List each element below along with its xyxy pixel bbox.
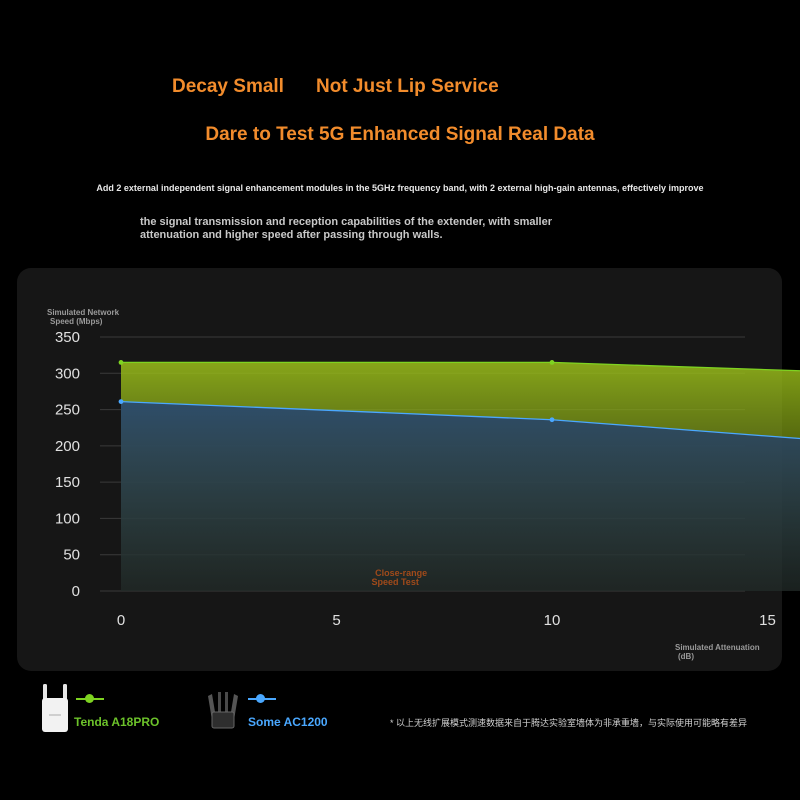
y-tick-label: 250 bbox=[55, 402, 80, 419]
data-point bbox=[118, 360, 124, 365]
y-tick-label: 300 bbox=[55, 365, 80, 382]
y-axis-title: Simulated Network Speed (Mbps) bbox=[47, 308, 120, 326]
x-axis-title: Simulated Attenuation (dB) bbox=[675, 643, 760, 661]
ac1200-device-image bbox=[204, 690, 242, 730]
tenda-a18pro-device-image bbox=[40, 684, 70, 732]
legend-dot-tenda bbox=[85, 694, 94, 703]
x-tick-label: 10 bbox=[544, 612, 561, 629]
zone-annotation: Close-range Speed Test bbox=[371, 568, 427, 587]
y-tick-label: 350 bbox=[55, 329, 80, 346]
y-tick-label: 150 bbox=[55, 474, 80, 491]
headline-part2: Not Just Lip Service bbox=[316, 76, 499, 97]
legend-label-ac1200: Some AC1200 bbox=[248, 715, 328, 729]
y-tick-label: 0 bbox=[72, 583, 80, 600]
series-area bbox=[121, 401, 800, 591]
x-tick-label: 15 bbox=[759, 612, 776, 629]
x-tick-label: 0 bbox=[117, 612, 125, 629]
y-tick-label: 200 bbox=[55, 438, 80, 455]
description-line1: Add 2 external independent signal enhanc… bbox=[96, 183, 704, 193]
legend-dot-ac1200 bbox=[256, 694, 265, 703]
data-point bbox=[549, 360, 555, 365]
data-point bbox=[549, 417, 555, 423]
legend-label-tenda: Tenda A18PRO bbox=[74, 715, 160, 729]
headline-part1: Decay Small bbox=[172, 76, 284, 97]
y-tick-label: 100 bbox=[55, 510, 80, 527]
data-point bbox=[118, 399, 124, 404]
x-tick-label: 5 bbox=[332, 612, 340, 629]
description-line2: the signal transmission and reception ca… bbox=[140, 216, 553, 241]
footnote: * 以上无线扩展模式测速数据来自于腾达实验室墙体为非承重墙，与实际使用可能略有差… bbox=[390, 718, 748, 728]
series-line bbox=[120, 400, 800, 440]
speed-chart: 0501001502002503003500510152025303540455… bbox=[47, 308, 800, 661]
series-line bbox=[121, 361, 800, 372]
y-tick-label: 50 bbox=[63, 547, 80, 564]
headline: Decay Small Not Just Lip Service bbox=[0, 76, 800, 102]
headline-line2: Dare to Test 5G Enhanced Signal Real Dat… bbox=[205, 124, 595, 145]
